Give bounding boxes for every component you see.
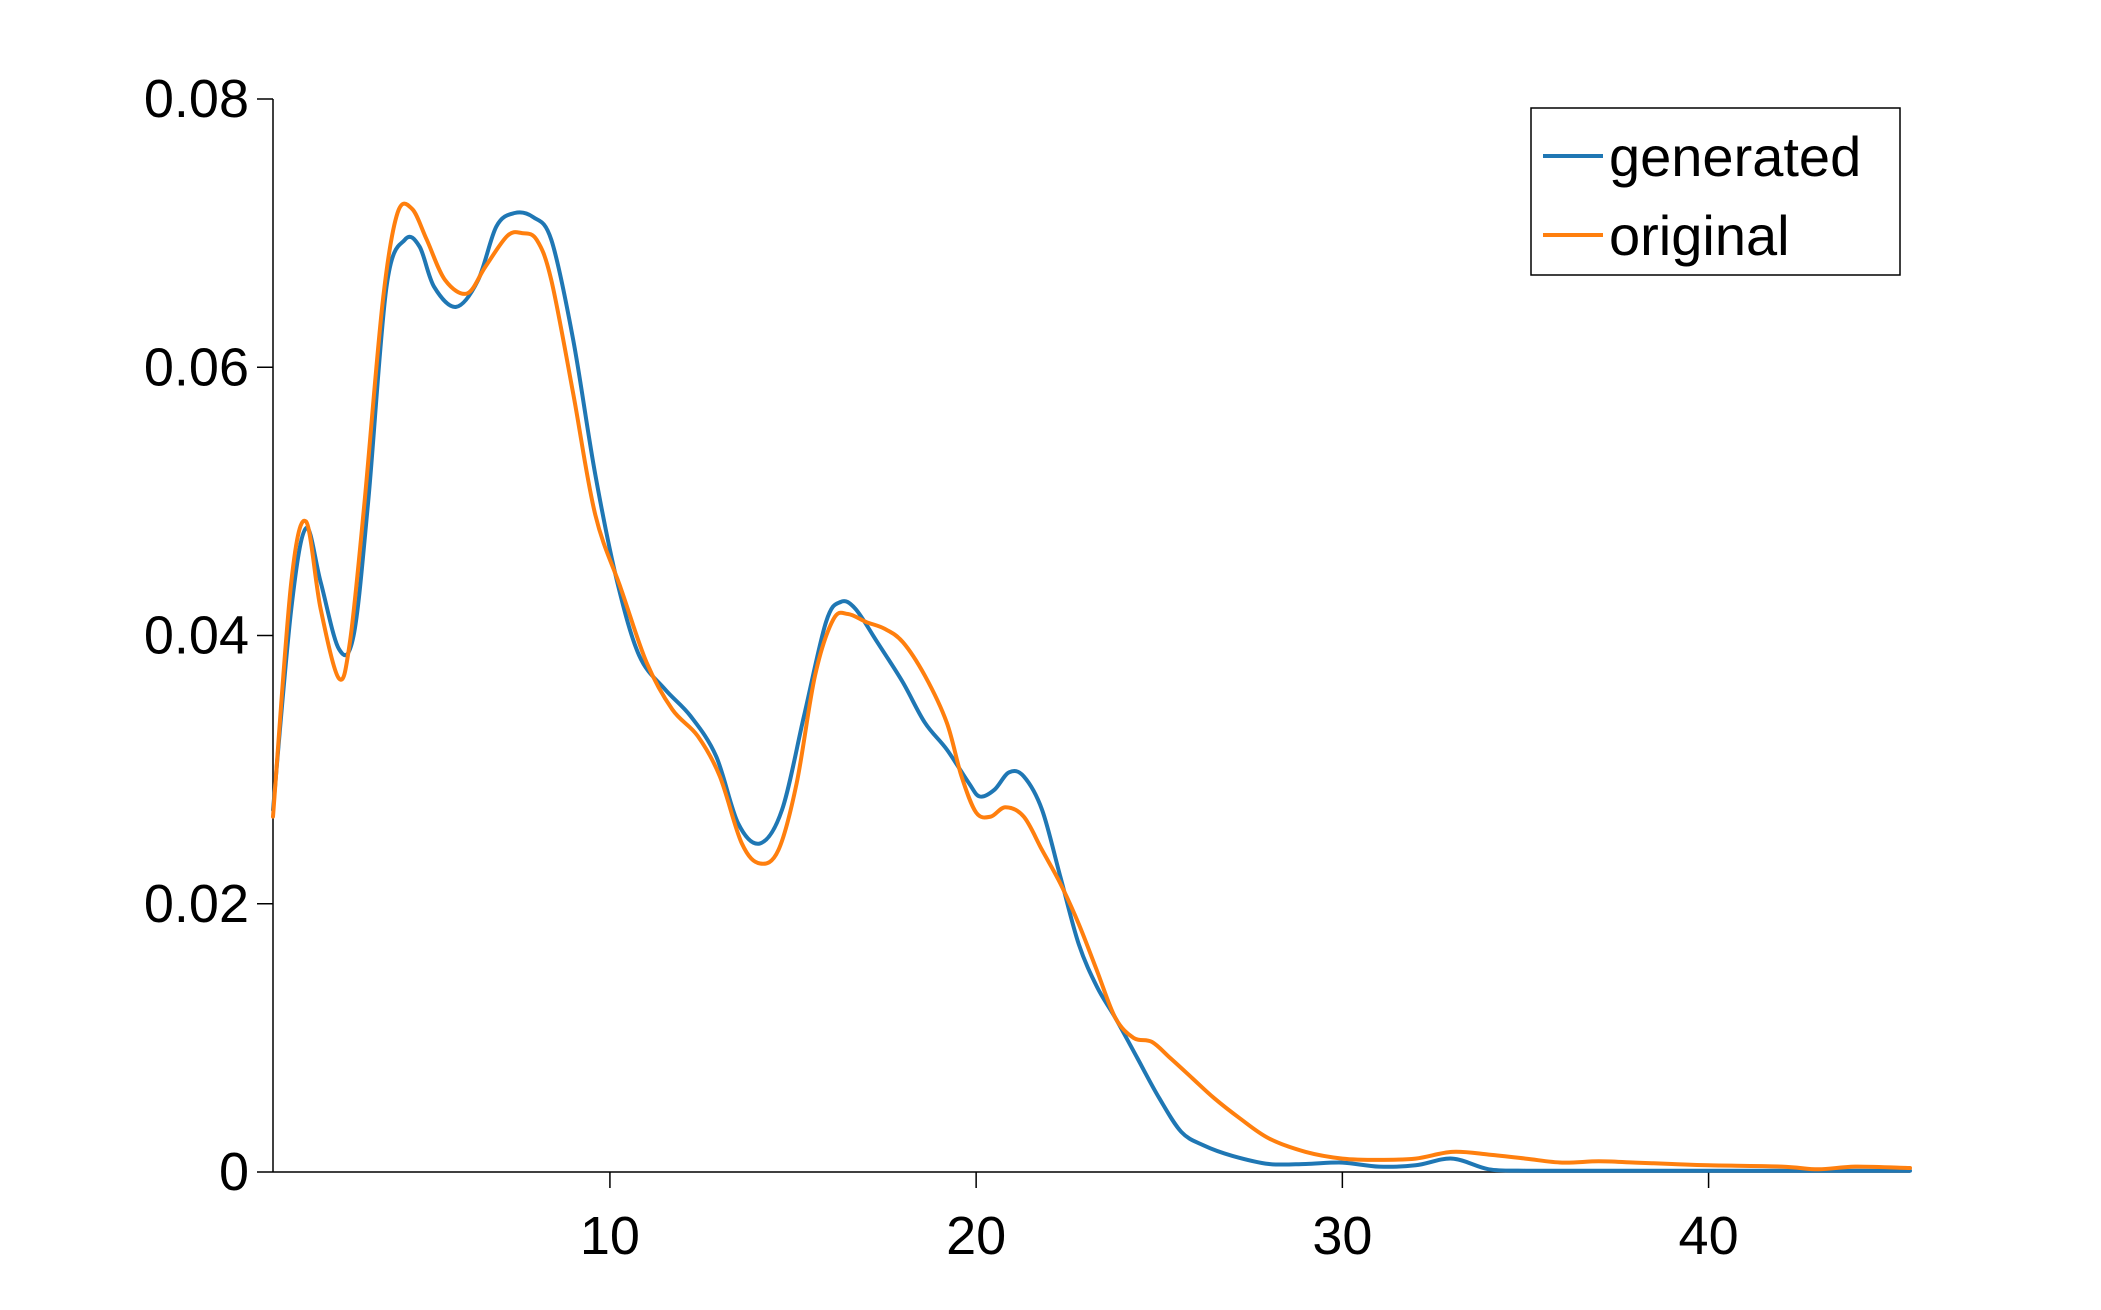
legend: generated original [1530, 107, 1901, 276]
legend-label-original: original [1609, 204, 1790, 267]
y-tick-label: 0.06 [144, 337, 249, 397]
legend-label-generated: generated [1609, 125, 1861, 188]
y-tick-label: 0 [219, 1142, 249, 1202]
x-tick-label: 40 [1679, 1206, 1739, 1266]
y-tick-label: 0.02 [144, 874, 249, 934]
y-ticks: 0 0.02 0.04 0.06 0.08 [144, 69, 273, 1202]
y-tick-label: 0.04 [144, 606, 249, 666]
series-line-original [271, 201, 1912, 1172]
x-tick-label: 30 [1312, 1206, 1372, 1266]
x-ticks: 10 20 30 40 [580, 1172, 1739, 1266]
y-tick-label: 0.08 [144, 69, 249, 129]
x-tick-label: 10 [580, 1206, 640, 1266]
legend-box [1530, 107, 1901, 276]
x-tick-label: 20 [946, 1206, 1006, 1266]
series-layer [271, 201, 1912, 1173]
series-line-generated [271, 210, 1912, 1173]
